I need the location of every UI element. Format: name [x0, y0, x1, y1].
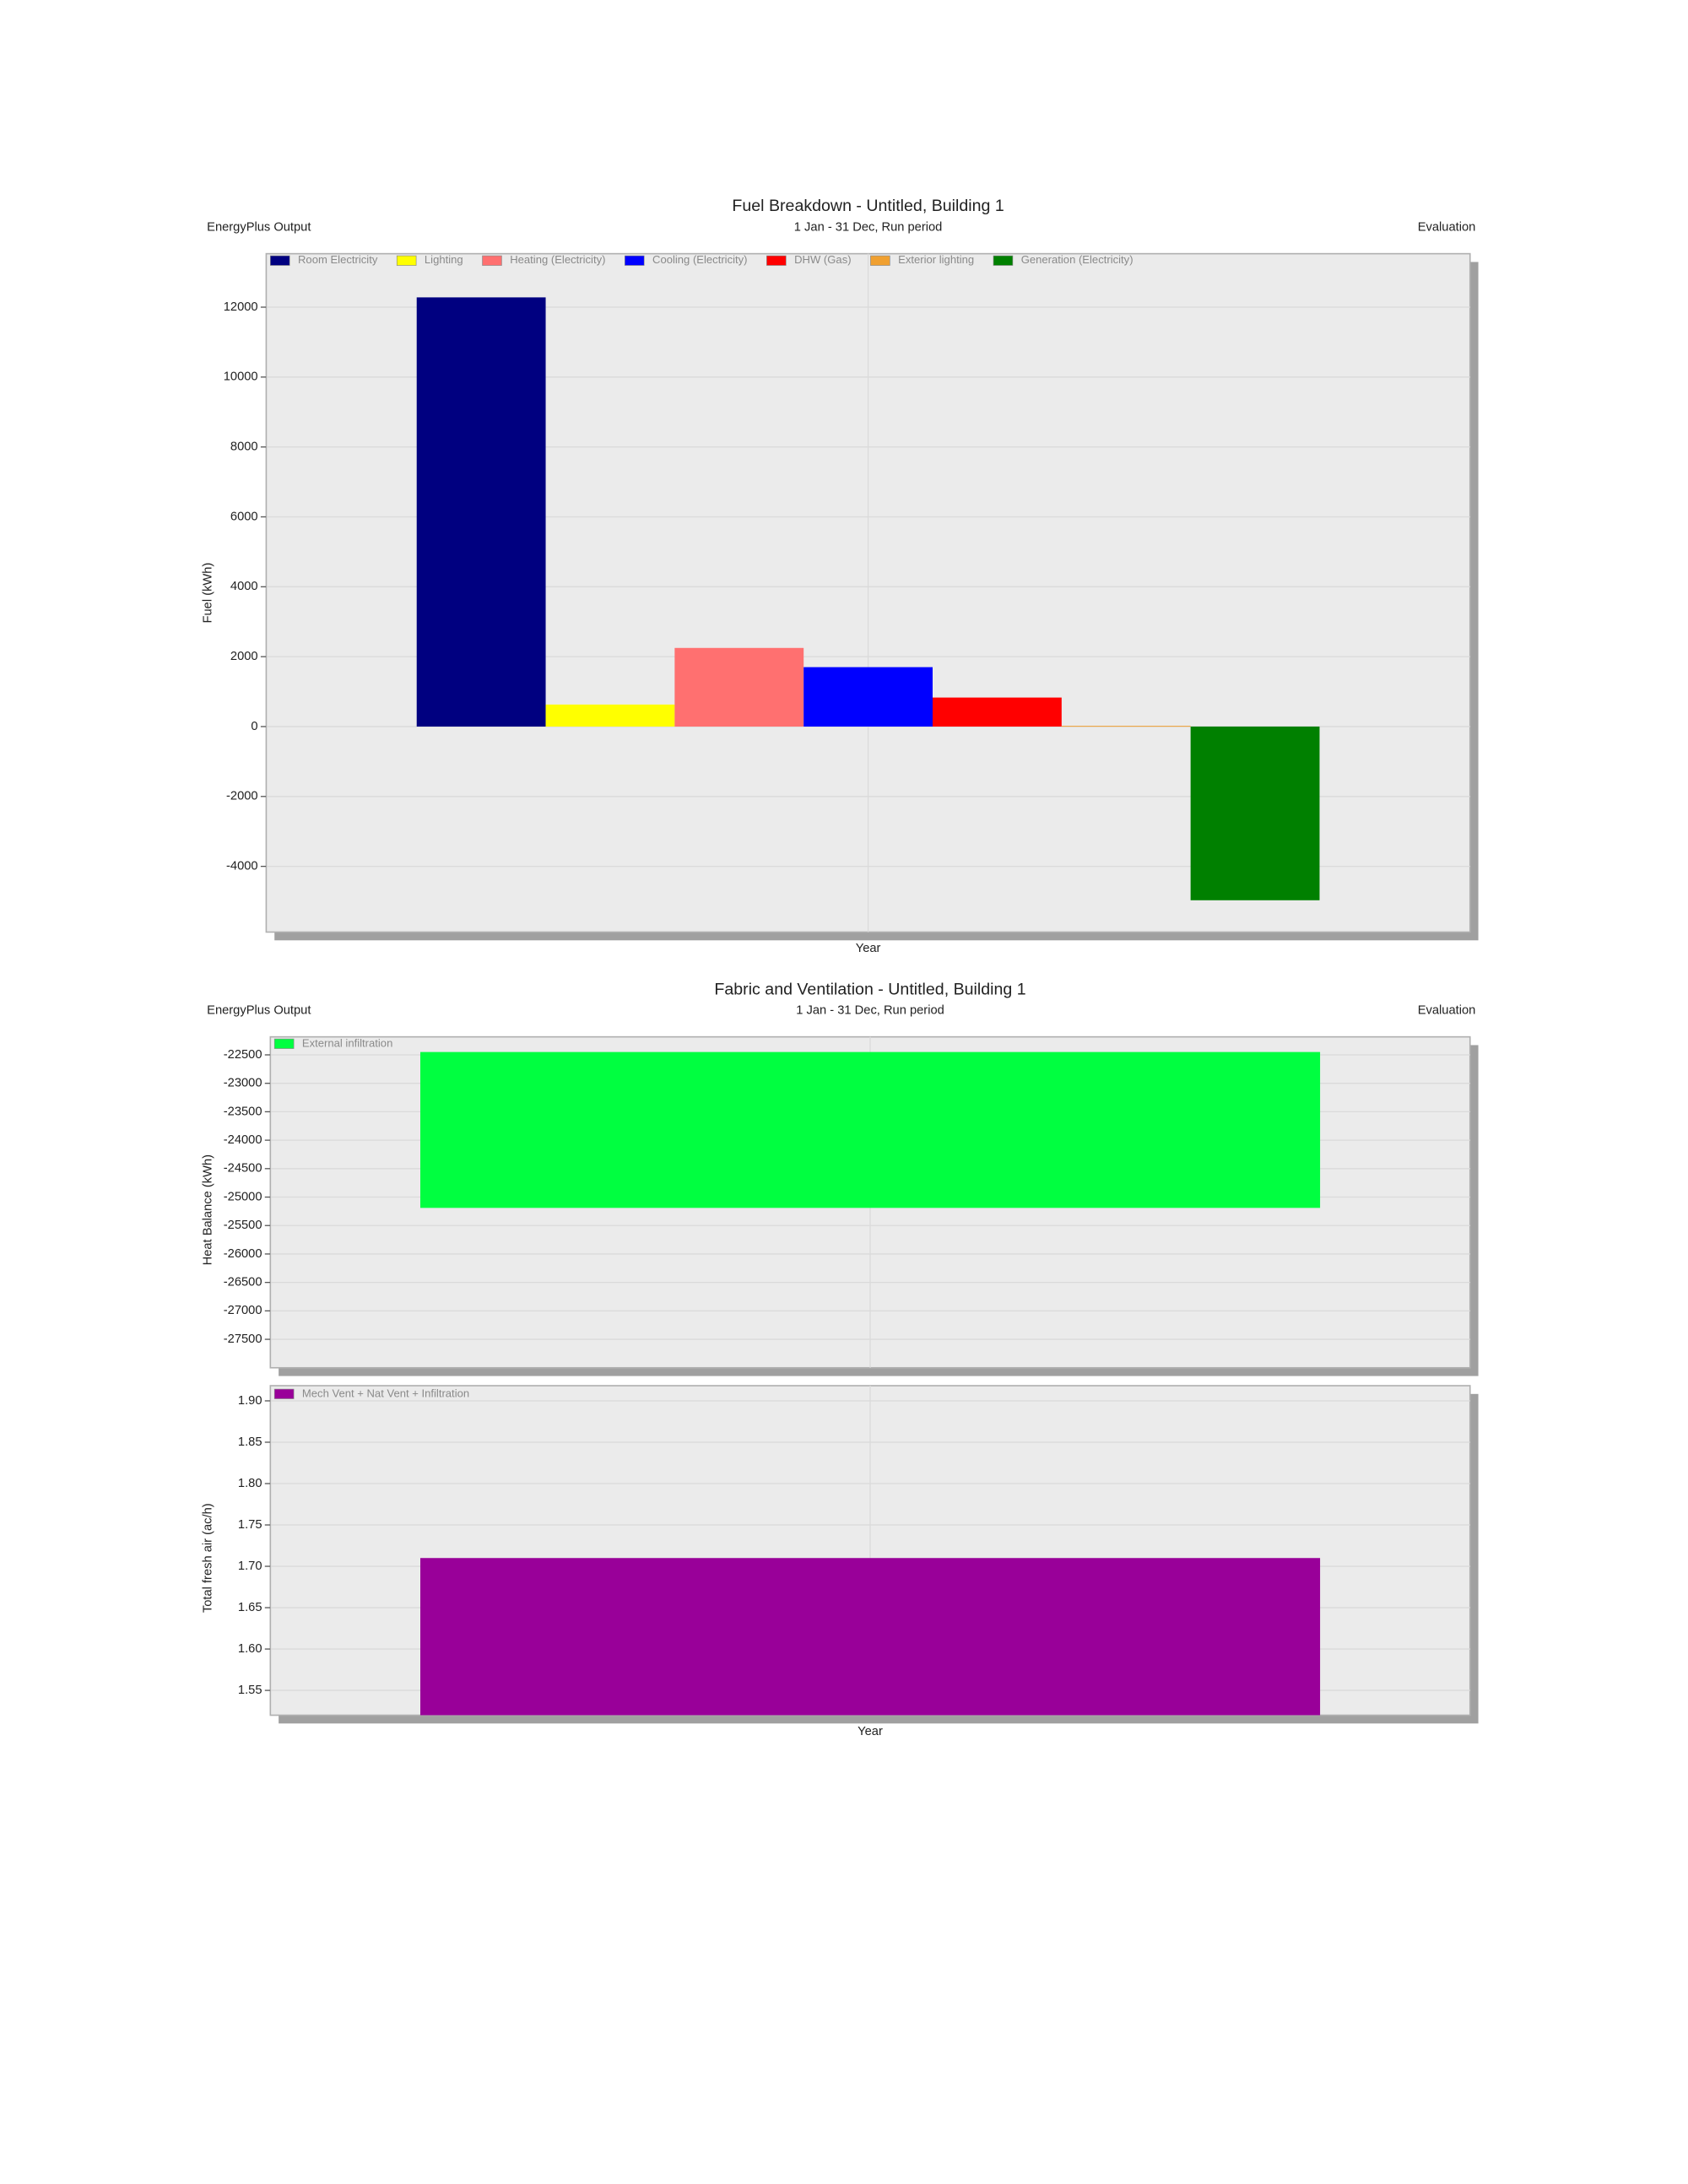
- x-tick-label: Year: [856, 942, 881, 955]
- right-header: Evaluation: [1418, 220, 1476, 234]
- y-tick-label: -25500: [224, 1219, 262, 1232]
- y-tick-label: 6000: [230, 510, 258, 523]
- bar: [803, 667, 933, 727]
- y-tick-label: 12000: [224, 300, 258, 314]
- bar: [416, 297, 546, 727]
- y-tick-label: -24500: [224, 1162, 262, 1176]
- y-tick-label: -22500: [224, 1048, 262, 1062]
- chart-title: Fuel Breakdown - Untitled, Building 1: [732, 197, 1004, 215]
- y-tick-label: -2000: [226, 790, 258, 803]
- y-tick-label: -26000: [224, 1247, 262, 1261]
- y-tick-label: -26500: [224, 1276, 262, 1289]
- bar: [420, 1558, 1321, 1716]
- y-tick-label: 2000: [230, 650, 258, 663]
- legend-label: Generation (Electricity): [1021, 253, 1133, 266]
- legend-swatch: [625, 255, 645, 266]
- bar: [1061, 726, 1191, 727]
- y-tick-label: 0: [251, 720, 257, 733]
- y-tick-label: 1.65: [238, 1601, 262, 1614]
- y-tick-label: 1.55: [238, 1684, 262, 1697]
- y-tick-label: -25000: [224, 1190, 262, 1203]
- y-axis-label: Fuel (kWh): [202, 563, 215, 624]
- bar: [933, 697, 1062, 727]
- y-tick-label: 4000: [230, 580, 258, 593]
- y-tick-label: -24000: [224, 1133, 262, 1147]
- bar: [420, 1051, 1321, 1208]
- y-tick-label: -4000: [226, 860, 258, 873]
- chart-title: Fabric and Ventilation - Untitled, Build…: [714, 980, 1025, 998]
- x-tick-label: Year: [858, 1725, 883, 1738]
- bar: [674, 647, 804, 727]
- legend-swatch: [870, 255, 890, 266]
- y-axis-label: Total fresh air (ac/h): [202, 1503, 215, 1613]
- bar: [1190, 726, 1320, 900]
- legend-label: Room Electricity: [298, 253, 378, 266]
- legend-label: External infiltration: [302, 1036, 392, 1049]
- chart-subtitle: 1 Jan - 31 Dec, Run period: [794, 220, 943, 234]
- y-tick-label: -23000: [224, 1077, 262, 1090]
- legend-swatch: [482, 255, 502, 266]
- legend-swatch: [269, 255, 290, 266]
- left-header: EnergyPlus Output: [207, 220, 311, 234]
- legend-label: Exterior lighting: [898, 253, 974, 266]
- legend-label: Heating (Electricity): [510, 253, 605, 266]
- y-tick-label: 1.60: [238, 1642, 262, 1656]
- left-header: EnergyPlus Output: [207, 1003, 311, 1017]
- y-tick-label: 8000: [230, 441, 258, 454]
- y-tick-label: -27000: [224, 1304, 262, 1317]
- y-tick-label: -27500: [224, 1333, 262, 1346]
- legend-label: Mech Vent + Nat Vent + Infiltration: [302, 1387, 469, 1399]
- legend-label: DHW (Gas): [794, 253, 851, 266]
- y-tick-label: 1.90: [238, 1394, 262, 1408]
- bar: [545, 704, 675, 727]
- legend-swatch: [273, 1038, 295, 1049]
- legend-swatch: [766, 255, 787, 266]
- legend-swatch: [396, 255, 417, 266]
- chart-subtitle: 1 Jan - 31 Dec, Run period: [796, 1003, 944, 1017]
- legend-label: Cooling (Electricity): [652, 253, 748, 266]
- y-tick-label: 1.70: [238, 1560, 262, 1573]
- y-tick-label: 1.85: [238, 1435, 262, 1449]
- legend-label: Lighting: [425, 253, 463, 266]
- legend-swatch: [993, 255, 1014, 266]
- y-tick-label: -23500: [224, 1105, 262, 1118]
- y-tick-label: 1.80: [238, 1477, 262, 1490]
- legend-swatch: [273, 1388, 295, 1399]
- y-tick-label: 1.75: [238, 1518, 262, 1532]
- y-tick-label: 10000: [224, 370, 258, 384]
- right-header: Evaluation: [1418, 1003, 1476, 1017]
- y-axis-label: Heat Balance (kWh): [202, 1154, 215, 1265]
